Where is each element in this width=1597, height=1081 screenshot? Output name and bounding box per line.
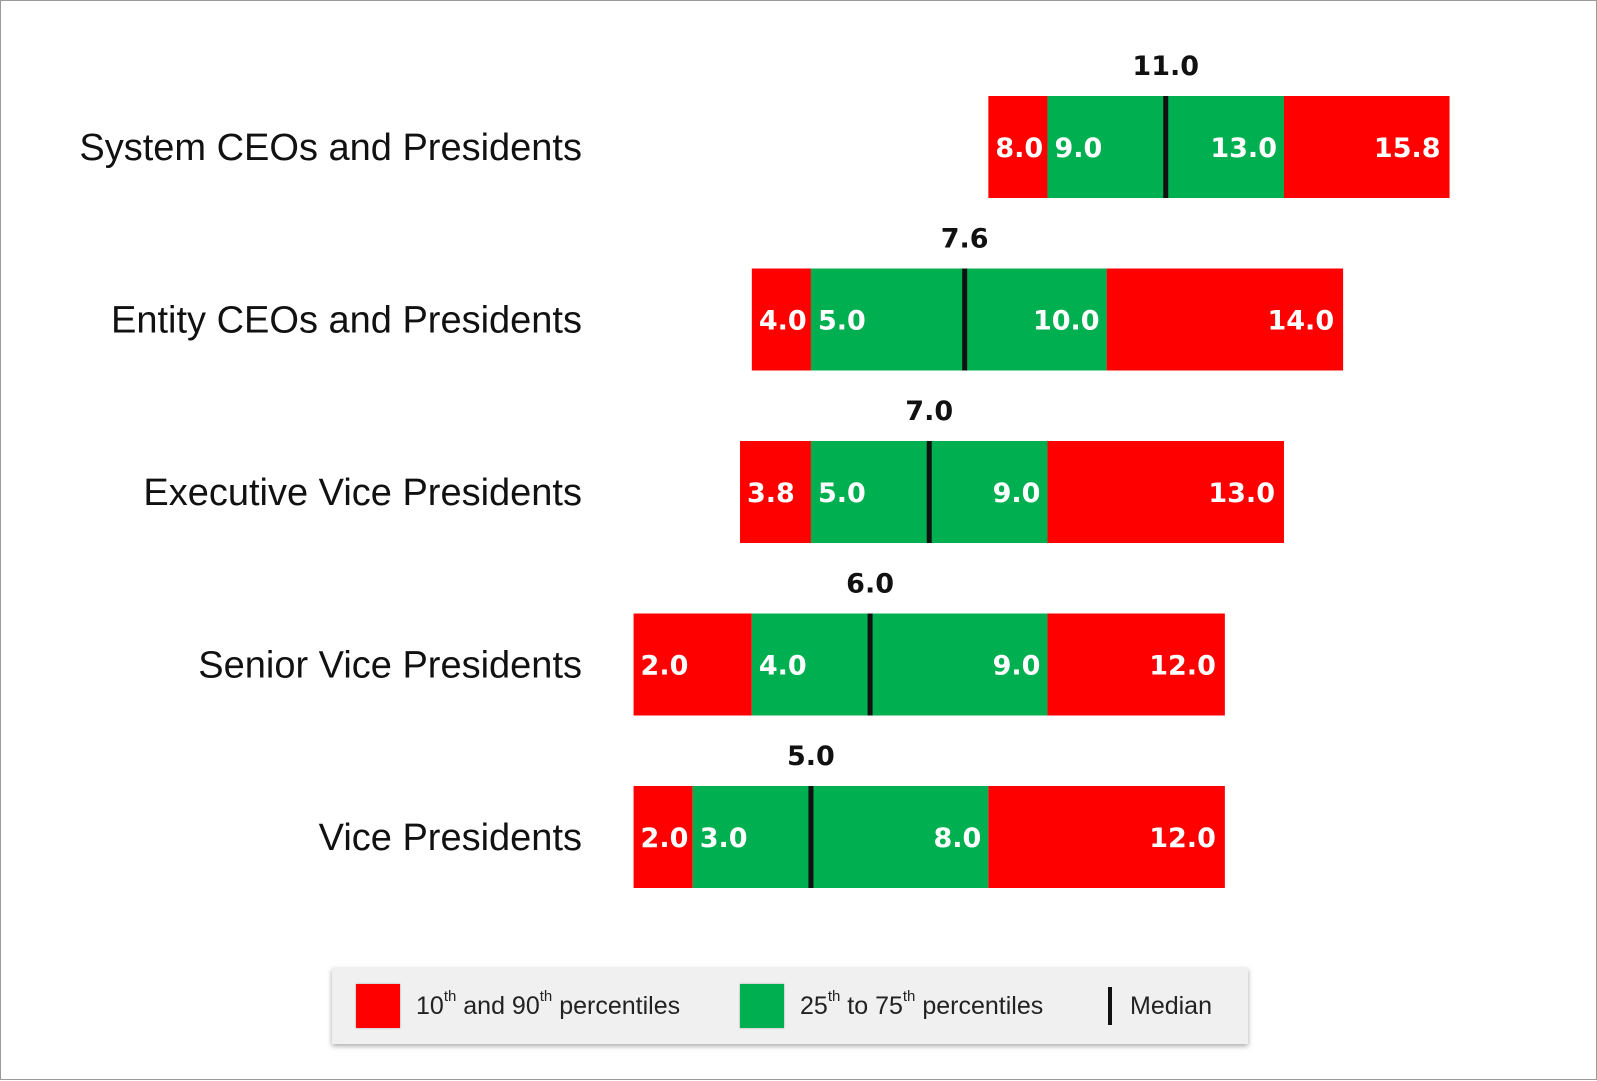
data-label-p10: 2.0 xyxy=(641,823,689,854)
bar-segment-p10-p25 xyxy=(751,268,811,371)
data-label-p90: 13.0 xyxy=(1208,478,1275,509)
data-label-p10: 3.8 xyxy=(747,478,795,509)
data-label-p90: 12.0 xyxy=(1149,823,1216,854)
legend-label-median: Median xyxy=(1130,991,1212,1020)
data-label-p75: 8.0 xyxy=(933,823,981,854)
legend-item-median: Median xyxy=(1108,968,1212,1044)
legend-item-outer: 10th and 90th percentiles xyxy=(356,968,680,1044)
category-label: Entity CEOs and Presidents xyxy=(111,300,582,342)
legend-swatch-median xyxy=(1108,987,1112,1025)
bar-segment-p10-p25 xyxy=(988,96,1048,198)
data-label-p90: 14.0 xyxy=(1267,306,1334,337)
bar-segment-p25-p75 xyxy=(810,268,1107,371)
bar-segment-p75-p90 xyxy=(1283,96,1450,198)
bar-segment-p10-p25 xyxy=(739,441,811,543)
bar-segment-p25-p75 xyxy=(692,786,989,888)
data-label-median: 11.0 xyxy=(1132,51,1199,82)
data-label-p10: 8.0 xyxy=(995,133,1043,164)
data-label-p75: 10.0 xyxy=(1033,306,1100,337)
median-marker xyxy=(962,268,968,371)
data-label-p10: 2.0 xyxy=(641,651,689,682)
legend-item-inner: 25th to 75th percentiles xyxy=(740,968,1043,1044)
data-label-p75: 9.0 xyxy=(993,651,1041,682)
median-marker xyxy=(926,441,932,543)
category-label: Executive Vice Presidents xyxy=(143,472,582,514)
data-label-median: 7.0 xyxy=(905,396,953,427)
data-label-p25: 5.0 xyxy=(818,478,866,509)
data-label-p90: 12.0 xyxy=(1149,651,1216,682)
data-label-p25: 5.0 xyxy=(818,306,866,337)
bar-segment-p75-p90 xyxy=(1047,613,1225,716)
data-label-p90: 15.8 xyxy=(1374,133,1441,164)
data-label-median: 5.0 xyxy=(787,741,835,772)
bar-segment-p25-p75 xyxy=(751,613,1048,716)
category-label: Vice Presidents xyxy=(319,817,582,859)
bar-segment-p10-p25 xyxy=(633,786,693,888)
legend: 10th and 90th percentiles 25th to 75th p… xyxy=(332,968,1248,1044)
bar-segment-p75-p90 xyxy=(988,786,1225,888)
data-label-p10: 4.0 xyxy=(759,306,807,337)
data-label-p75: 13.0 xyxy=(1210,133,1277,164)
legend-swatch-inner xyxy=(740,984,784,1028)
data-label-p75: 9.0 xyxy=(993,478,1041,509)
bar-segment-p10-p25 xyxy=(633,613,752,716)
bar-segment-p75-p90 xyxy=(1106,268,1344,371)
data-label-p25: 9.0 xyxy=(1054,133,1102,164)
median-marker xyxy=(867,613,873,716)
median-marker xyxy=(808,786,814,888)
bar-segment-p75-p90 xyxy=(1047,441,1284,543)
legend-label-inner: 25th to 75th percentiles xyxy=(800,987,1044,1020)
data-label-median: 6.0 xyxy=(846,569,894,600)
data-label-p25: 3.0 xyxy=(700,823,748,854)
legend-label-outer: 10th and 90th percentiles xyxy=(416,987,681,1020)
median-marker xyxy=(1163,96,1169,198)
category-label: Senior Vice Presidents xyxy=(198,645,582,687)
data-label-p25: 4.0 xyxy=(759,651,807,682)
category-label: System CEOs and Presidents xyxy=(79,127,582,169)
legend-swatch-outer xyxy=(356,984,400,1028)
data-label-median: 7.6 xyxy=(941,224,989,255)
